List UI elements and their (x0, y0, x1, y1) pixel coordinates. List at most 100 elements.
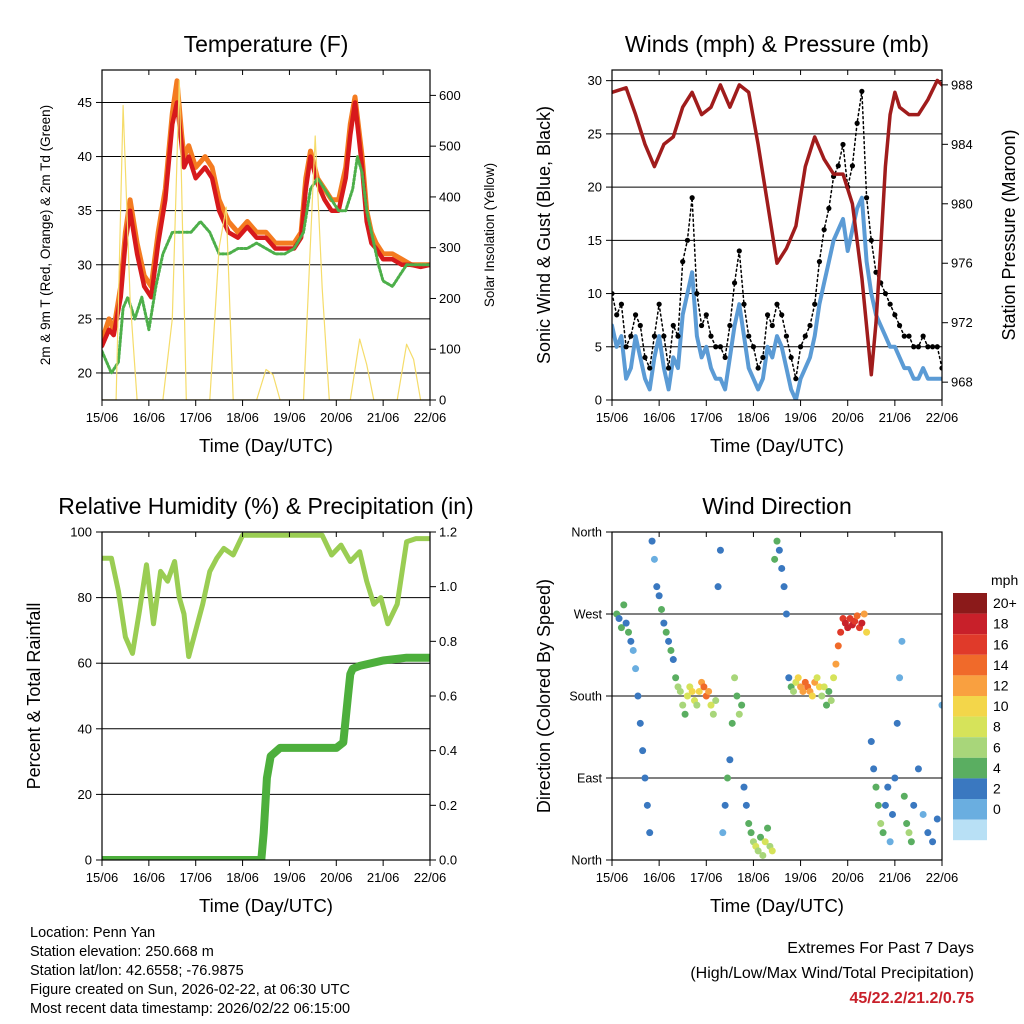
gust-point (840, 141, 846, 148)
wind-direction-point (872, 783, 880, 791)
wind-direction-point (837, 628, 845, 636)
wind-direction-point (858, 619, 866, 627)
gust-point (722, 354, 728, 361)
winds-plot-area (612, 78, 942, 400)
wind-direction-point (669, 656, 677, 664)
wind-direction-point (693, 701, 701, 709)
speed-legend-swatch (953, 593, 987, 614)
wind-direction-point (794, 674, 802, 682)
wind-direction-point (914, 765, 922, 773)
gust-point (769, 322, 775, 329)
temperature-xtick-label: 16/06 (133, 410, 166, 425)
gust-point (939, 365, 942, 371)
wind_direction-xtick-label: 18/06 (737, 870, 770, 885)
gust-point (911, 344, 917, 350)
gust-point (614, 312, 620, 318)
speed-legend-label: 18 (993, 616, 1009, 632)
gust-point (680, 259, 686, 265)
temperature-xlabel: Time (Day/UTC) (199, 435, 333, 456)
winds-title: Winds (mph) & Pressure (mb) (625, 31, 929, 57)
timestamp-text: Most recent data timestamp: 2026/02/22 0… (30, 1001, 351, 1017)
wind-direction-point (919, 810, 927, 818)
temperature-y2tick-label: 300 (439, 240, 461, 255)
temperature-ytick-label: 20 (78, 365, 92, 380)
gust-point (647, 365, 653, 371)
wind-direction-point (716, 546, 724, 554)
humidity-y2tick-label: 0.8 (439, 634, 457, 649)
wind-direction-point (867, 738, 875, 746)
gust-point (713, 344, 719, 350)
wind-direction-point (629, 646, 637, 654)
gust-point (694, 290, 700, 297)
gust-point (746, 333, 752, 339)
wind-direction-point (877, 820, 885, 828)
wind-direction-point (898, 637, 906, 645)
gust-point (623, 344, 629, 350)
gust-point (859, 88, 865, 94)
temperature-y2tick-label: 600 (439, 88, 461, 103)
wind-direction-point (818, 692, 826, 700)
humidity-title: Relative Humidity (%) & Precipitation (i… (58, 493, 473, 519)
speed-legend-label: 4 (993, 760, 1001, 776)
wind-direction-point (764, 824, 772, 832)
wind-direction-point (907, 838, 915, 846)
wind_direction-xtick-label: 16/06 (643, 870, 676, 885)
wind-direction-point (780, 583, 788, 591)
speed-legend-swatch (953, 613, 987, 635)
wind_direction-ytick-label: North (571, 854, 602, 868)
wind-direction-point (757, 833, 764, 841)
gust-point (618, 301, 625, 307)
wind-direction-point (714, 583, 722, 591)
wind-direction-point (771, 555, 779, 563)
winds-ytick-label: 15 (588, 233, 602, 248)
humidity-xtick-label: 17/06 (179, 870, 212, 885)
temperature-xtick-label: 15/06 (86, 410, 119, 425)
wind-direction-point (933, 815, 941, 823)
temperature-y2tick-label: 500 (439, 139, 461, 154)
gust-point (849, 163, 856, 169)
gust-point (892, 312, 898, 318)
wind-direction-point (773, 537, 781, 545)
humidity-plot-area (102, 532, 430, 860)
wind-direction-point (688, 687, 696, 695)
gust-point (755, 365, 761, 371)
wind-direction-point (709, 710, 717, 718)
winds-xtick-label: 20/06 (831, 410, 864, 425)
gust-point (816, 259, 823, 265)
wind-direction-point (884, 783, 892, 791)
wind-direction-point (681, 710, 689, 718)
gust-point (929, 344, 936, 350)
wind-direction-point (863, 628, 871, 636)
wind_direction-xtick-label: 22/06 (926, 870, 959, 885)
winds-ytick-label: 20 (588, 180, 602, 195)
wind-direction-point (653, 583, 661, 591)
temperature-y2label: Solar Insolation (Yellow) (482, 163, 497, 307)
wind-direction-point (886, 838, 894, 846)
gust-point (854, 120, 860, 126)
humidity-ytick-label: 60 (78, 656, 92, 671)
gust-point (774, 301, 780, 307)
wind-direction-point (827, 697, 835, 705)
temperature-ytick-label: 25 (78, 311, 92, 326)
extremes-values: 45/22.2/21.2/0.75 (849, 990, 974, 1007)
gust-point (873, 269, 879, 275)
gust-point (675, 333, 681, 339)
wind-direction-point (778, 564, 786, 572)
humidity-xtick-label: 20/06 (320, 870, 353, 885)
temperature-series-2m-t (102, 100, 430, 349)
speed-legend-swatch (953, 819, 987, 841)
wind-direction-point (745, 820, 753, 828)
wind-direction-point (679, 701, 687, 709)
wind-direction-point (834, 642, 842, 650)
wind-direction-point (724, 774, 731, 782)
temperature-frame (101, 69, 431, 401)
wind_direction-title: Wind Direction (702, 493, 852, 519)
humidity-ytick-label: 100 (70, 525, 92, 540)
gust-point (628, 333, 634, 339)
gust-point (863, 195, 870, 201)
gust-point (797, 344, 804, 350)
wind-direction-point (924, 829, 932, 837)
wind-direction-point (672, 674, 680, 682)
wind-direction-point (891, 774, 899, 782)
wind_direction-xtick-label: 21/06 (879, 870, 912, 885)
